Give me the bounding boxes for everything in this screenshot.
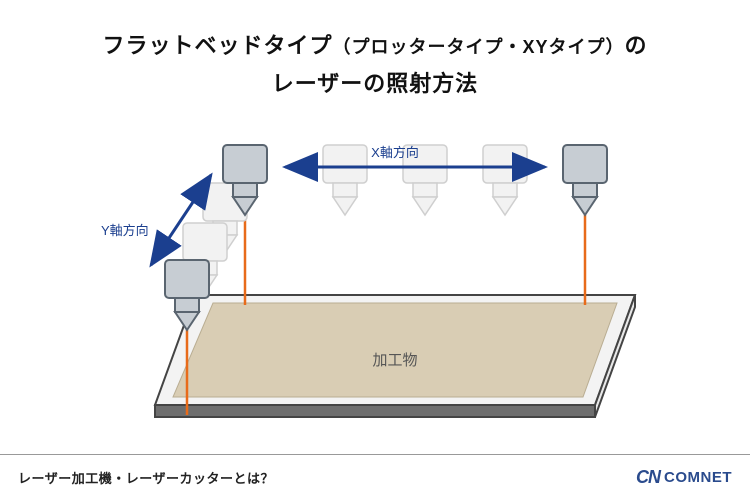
diagram-area: X軸方向 Y軸方向 加工物 xyxy=(0,115,750,445)
footer: レーザー加工機・レーザーカッターとは？ CN COMNET xyxy=(0,454,750,500)
title-area: フラットベッドタイプ（プロッタータイプ・XYタイプ）の レーザーの照射方法 xyxy=(0,0,750,108)
workpiece-label: 加工物 xyxy=(372,352,417,369)
title-line-2: レーザーの照射方法 xyxy=(20,66,730,98)
diagram-svg: X軸方向 Y軸方向 加工物 xyxy=(55,115,695,435)
y-axis-label: Y軸方向 xyxy=(101,223,149,238)
logo-text: COMNET xyxy=(664,469,732,486)
title-part2: （プロッタータイプ・XYタイプ） xyxy=(332,37,624,57)
logo-mark: CN xyxy=(636,467,660,488)
title-line-1: フラットベッドタイプ（プロッタータイプ・XYタイプ）の xyxy=(20,28,730,60)
bed-front-face xyxy=(155,405,595,417)
x-axis-label: X軸方向 xyxy=(371,145,419,160)
footer-caption: レーザー加工機・レーザーカッターとは？ xyxy=(18,468,274,487)
title-part3: の xyxy=(625,33,648,58)
title-part1: フラットベッドタイプ xyxy=(102,33,332,58)
bed-workpiece-surface xyxy=(173,303,617,397)
comnet-logo: CN COMNET xyxy=(636,467,732,488)
